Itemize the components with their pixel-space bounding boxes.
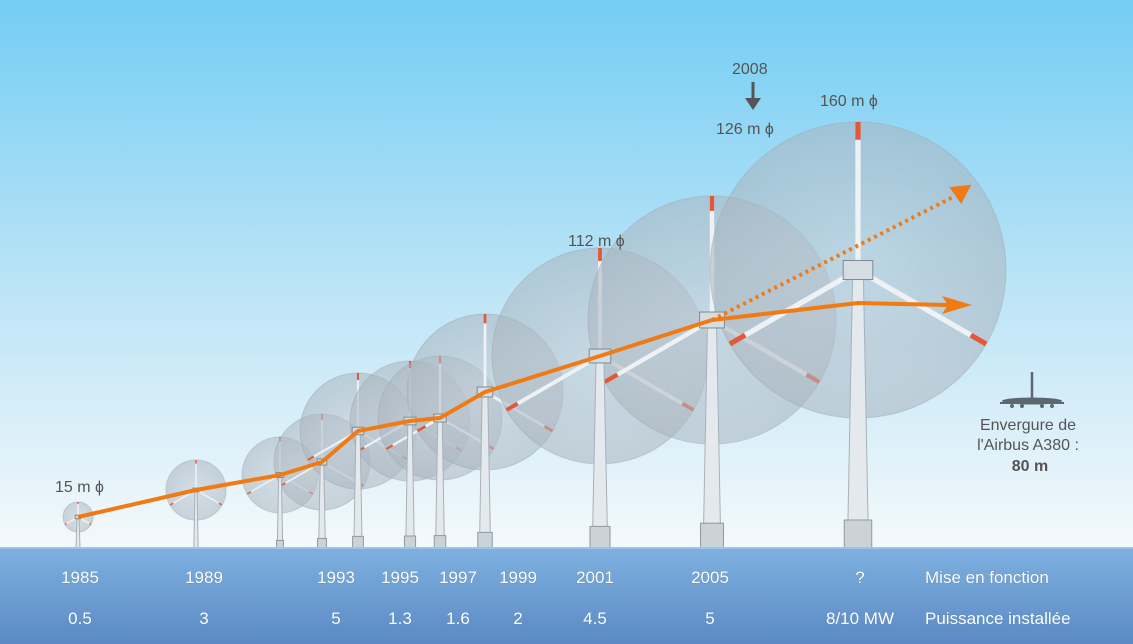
year-value: 1995 [381,568,419,587]
blade-tip [307,455,315,461]
turbine-base [589,525,611,549]
trend-lines [77,184,972,519]
year-value: 1993 [317,568,355,587]
turbine-blade [246,474,281,495]
turbine-nacelle [842,259,874,281]
year-value: 1989 [185,568,223,587]
blade-tip [728,332,747,347]
year-value: 2005 [691,568,729,587]
blade-tip [218,502,223,506]
blade-tip [246,491,252,495]
airbus-line-2: l'Airbus A380 : [977,437,1079,454]
airbus-comparison: Envergure de l'Airbus A380 : 80 m [977,372,1079,475]
row-label-power: Puissance installée [925,609,1071,628]
diameter-trend-line [77,301,949,519]
blade-tip [89,522,92,526]
year-value: 1999 [499,568,537,587]
turbine-base [275,539,285,549]
diameter-label-future: 160 m ϕ [820,93,878,110]
year-row: 1985 1989 1993 1995 1997 1999 2001 2005? [61,568,865,588]
blade-tip [603,372,619,384]
airbus-line-3: 80 m [1012,458,1048,475]
power-value: 2 [513,609,522,628]
blade-tip [505,401,519,412]
turbine-blade [603,318,714,384]
blade-tip [416,425,427,433]
power-value: 3 [199,609,208,628]
water-strip [0,548,1133,644]
turbine-base [352,535,364,549]
year-value: 1997 [439,568,477,587]
power-value: 1.6 [446,609,470,628]
power-value: 4.5 [583,609,607,628]
projected-arrowhead [949,184,972,204]
trend-arrowhead [942,296,972,314]
year-label-2008: 2008 [732,61,768,78]
arrow-down-icon [745,82,761,110]
turbine-base [477,531,493,549]
diameter-labels: 15 m ϕ 112 m ϕ 2008 126 m ϕ 160 m ϕ [55,61,878,496]
power-value: 1.3 [388,609,412,628]
year-value: 2001 [576,568,614,587]
timeline-strip: 1985 1989 1993 1995 1997 1999 2001 2005? 0.5 3 5 1… [61,568,1071,629]
blade-tip [169,502,174,506]
airplane-icon [1000,372,1064,408]
turbine-blade [728,267,860,347]
blade-tip [969,332,988,347]
turbine-blade [195,489,223,506]
turbine-blade [505,354,601,412]
turbine-base [699,522,725,549]
year-value: 1985 [61,568,99,587]
turbine-base [403,535,417,549]
power-value: 5 [705,609,714,628]
power-value: 0.5 [68,609,92,628]
diameter-label-2005: 126 m ϕ [716,121,774,138]
blade-tip [385,444,394,450]
year-value: ? [855,568,864,587]
turbine-tower [318,461,326,549]
turbine-tower [276,474,284,549]
blade-tip [64,522,67,526]
turbine-tower [75,516,81,549]
diameter-label-1985: 15 m ϕ [55,479,104,496]
turbine-tower [193,489,199,549]
power-value: 5 [331,609,340,628]
turbine-base [317,537,327,549]
turbine-base [433,535,447,549]
row-label-years: Mise en fonction [925,568,1049,587]
turbine-base [843,519,873,549]
diameter-label-2001: 112 m ϕ [568,233,625,250]
power-row: 0.5 3 5 1.3 1.6 2 4.5 5 8/10 MW [68,609,894,629]
turbine-blade [856,267,988,347]
power-value: 8/10 MW [826,609,894,628]
airbus-line-1: Envergure de [980,417,1076,434]
